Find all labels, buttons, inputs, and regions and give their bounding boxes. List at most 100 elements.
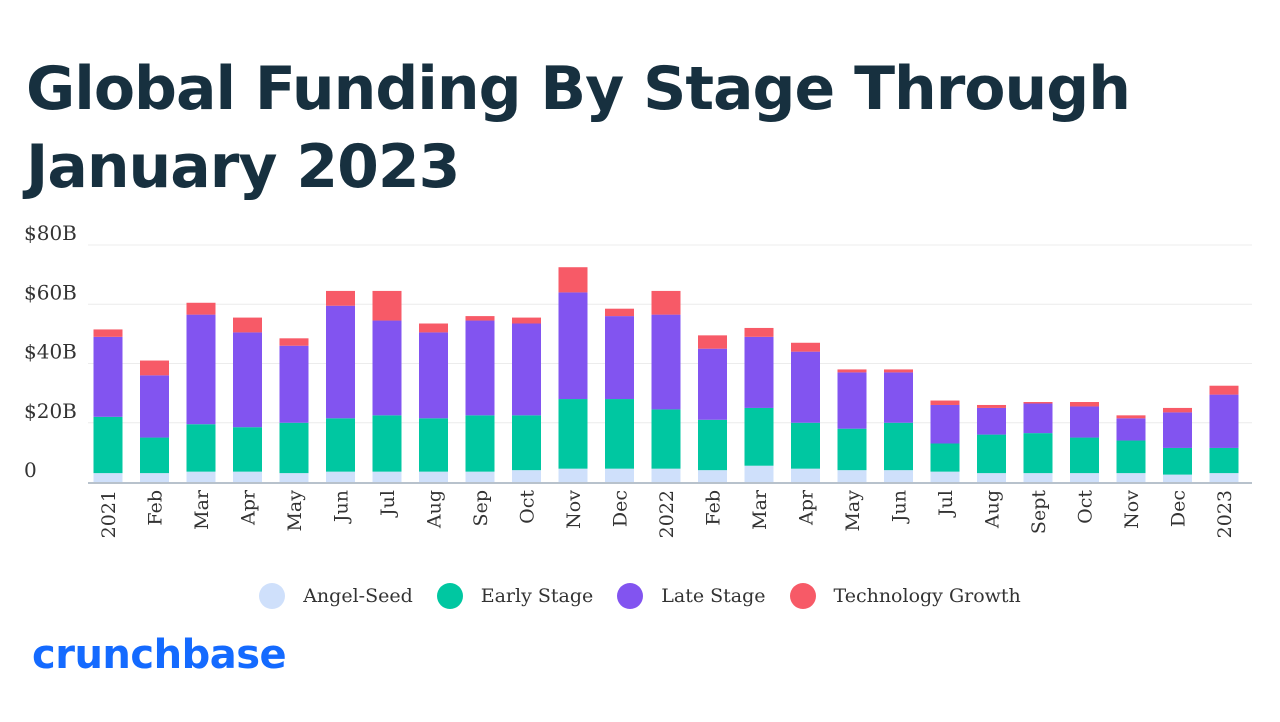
- bar-stack: [186, 302, 216, 482]
- bar-stack: [140, 360, 169, 482]
- bar-segment: [884, 369, 913, 373]
- bar-segment: [1209, 394, 1239, 448]
- bar-segment: [1023, 402, 1053, 404]
- bar-segment: [372, 290, 402, 321]
- y-axis: 0 $20B $40B $60B $80B: [24, 221, 77, 482]
- legend-swatch: [789, 583, 816, 609]
- bar-segment: [605, 316, 634, 400]
- bar-segment: [558, 292, 588, 400]
- bar-segment: [465, 415, 495, 472]
- bar-segment: [884, 422, 913, 471]
- x-tick-label: Oct: [517, 490, 539, 524]
- bar-segment: [651, 290, 681, 315]
- bar-segment: [1070, 473, 1099, 482]
- bar-segment: [1070, 402, 1099, 407]
- x-tick-label: Sept: [1028, 490, 1050, 534]
- bar-segment: [512, 317, 541, 324]
- bar-segment: [233, 332, 262, 428]
- bar-segment: [279, 473, 309, 482]
- bar-segment: [279, 422, 309, 474]
- x-tick-label: Jul: [377, 490, 399, 518]
- bar-stack: [558, 267, 588, 482]
- bar-stack: [279, 338, 309, 482]
- bar-segment: [837, 470, 867, 482]
- legend-item[interactable]: Late Stage: [617, 583, 766, 609]
- bar-segment: [326, 290, 355, 306]
- bar-segment: [837, 372, 867, 429]
- bar-segment: [930, 471, 960, 482]
- bar-segment: [512, 415, 541, 471]
- bar-segment: [1163, 407, 1192, 413]
- stacked-bar-chart: 0 $20B $40B $60B $80B 2021 Feb Mar Apr May Jun Jul…: [24, 221, 1252, 538]
- legend-item[interactable]: Early Stage: [436, 583, 594, 609]
- bar-segment: [1209, 473, 1239, 482]
- bar-stack: [791, 342, 820, 482]
- bar-segment: [465, 471, 495, 482]
- bar-segment: [186, 302, 216, 315]
- x-tick-label: Jul: [935, 490, 957, 518]
- x-tick-label: Nov: [563, 490, 585, 529]
- bar-segment: [419, 332, 448, 419]
- bar-stack: [326, 290, 355, 482]
- legend-label: Angel-Seed: [303, 585, 413, 607]
- x-tick-label: Mar: [191, 489, 213, 530]
- legend-label: Late Stage: [661, 585, 766, 607]
- bar-segment: [465, 316, 495, 321]
- bar-segment: [651, 409, 681, 469]
- bar-segment: [279, 345, 309, 423]
- x-axis: 2021 Feb Mar Apr May Jun Jul Aug Sep Oct Nov Dec 202…: [98, 489, 1236, 538]
- bar-stack: [512, 317, 541, 482]
- bar-segment: [326, 471, 355, 482]
- legend-item[interactable]: Angel-Seed: [259, 583, 413, 609]
- bar-segment: [558, 399, 588, 469]
- bar-segment: [512, 323, 541, 416]
- bar-segment: [140, 437, 169, 474]
- bar-segment: [791, 342, 820, 352]
- bar-segment: [1116, 473, 1146, 482]
- bar-stack: [837, 369, 867, 482]
- crunchbase-logo: crunchbase: [32, 632, 287, 678]
- bar-segment: [744, 465, 774, 482]
- x-tick-label: 2021: [98, 490, 120, 538]
- legend-label: Technology Growth: [833, 585, 1021, 607]
- bar-segment: [326, 305, 355, 419]
- bar-stack: [233, 317, 262, 482]
- bar-segment: [698, 348, 727, 420]
- bar-segment: [930, 443, 960, 472]
- bar-segment: [372, 415, 402, 472]
- bar-segment: [791, 351, 820, 423]
- x-tick-label: Oct: [1075, 490, 1097, 524]
- legend: Angel-Seed Early Stage Late Stage Technolog…: [0, 580, 1280, 612]
- bar-segment: [93, 473, 123, 482]
- bar-stack: [1070, 402, 1099, 482]
- bar-segment: [419, 323, 448, 333]
- y-tick-label: $40B: [24, 340, 77, 364]
- legend-item[interactable]: Technology Growth: [789, 583, 1021, 609]
- bar-segment: [744, 336, 774, 408]
- bar-segment: [977, 434, 1006, 474]
- bar-stack: [884, 369, 913, 482]
- bar-segment: [791, 422, 820, 469]
- legend-label: Early Stage: [480, 585, 594, 607]
- bar-stack: [465, 316, 495, 482]
- bar-segment: [791, 468, 820, 482]
- bar-segment: [651, 468, 681, 482]
- bar-stack: [977, 404, 1006, 482]
- x-tick-label: 2023: [1214, 490, 1236, 538]
- bar-segment: [372, 320, 402, 416]
- bar-segment: [744, 327, 774, 337]
- x-tick-label: Jun: [889, 490, 911, 524]
- bar-segment: [977, 473, 1006, 482]
- x-tick-label: Dec: [610, 490, 632, 527]
- x-tick-label: Dec: [1168, 490, 1190, 527]
- bar-segment: [698, 419, 727, 471]
- bar-segment: [233, 427, 262, 472]
- bar-segment: [977, 404, 1006, 408]
- bar-segment: [558, 468, 588, 482]
- bar-segment: [605, 399, 634, 469]
- bar-segment: [930, 404, 960, 444]
- bar-segment: [837, 428, 867, 471]
- bar-stack: [744, 327, 774, 482]
- bar-segment: [884, 372, 913, 423]
- bars: [93, 267, 1239, 482]
